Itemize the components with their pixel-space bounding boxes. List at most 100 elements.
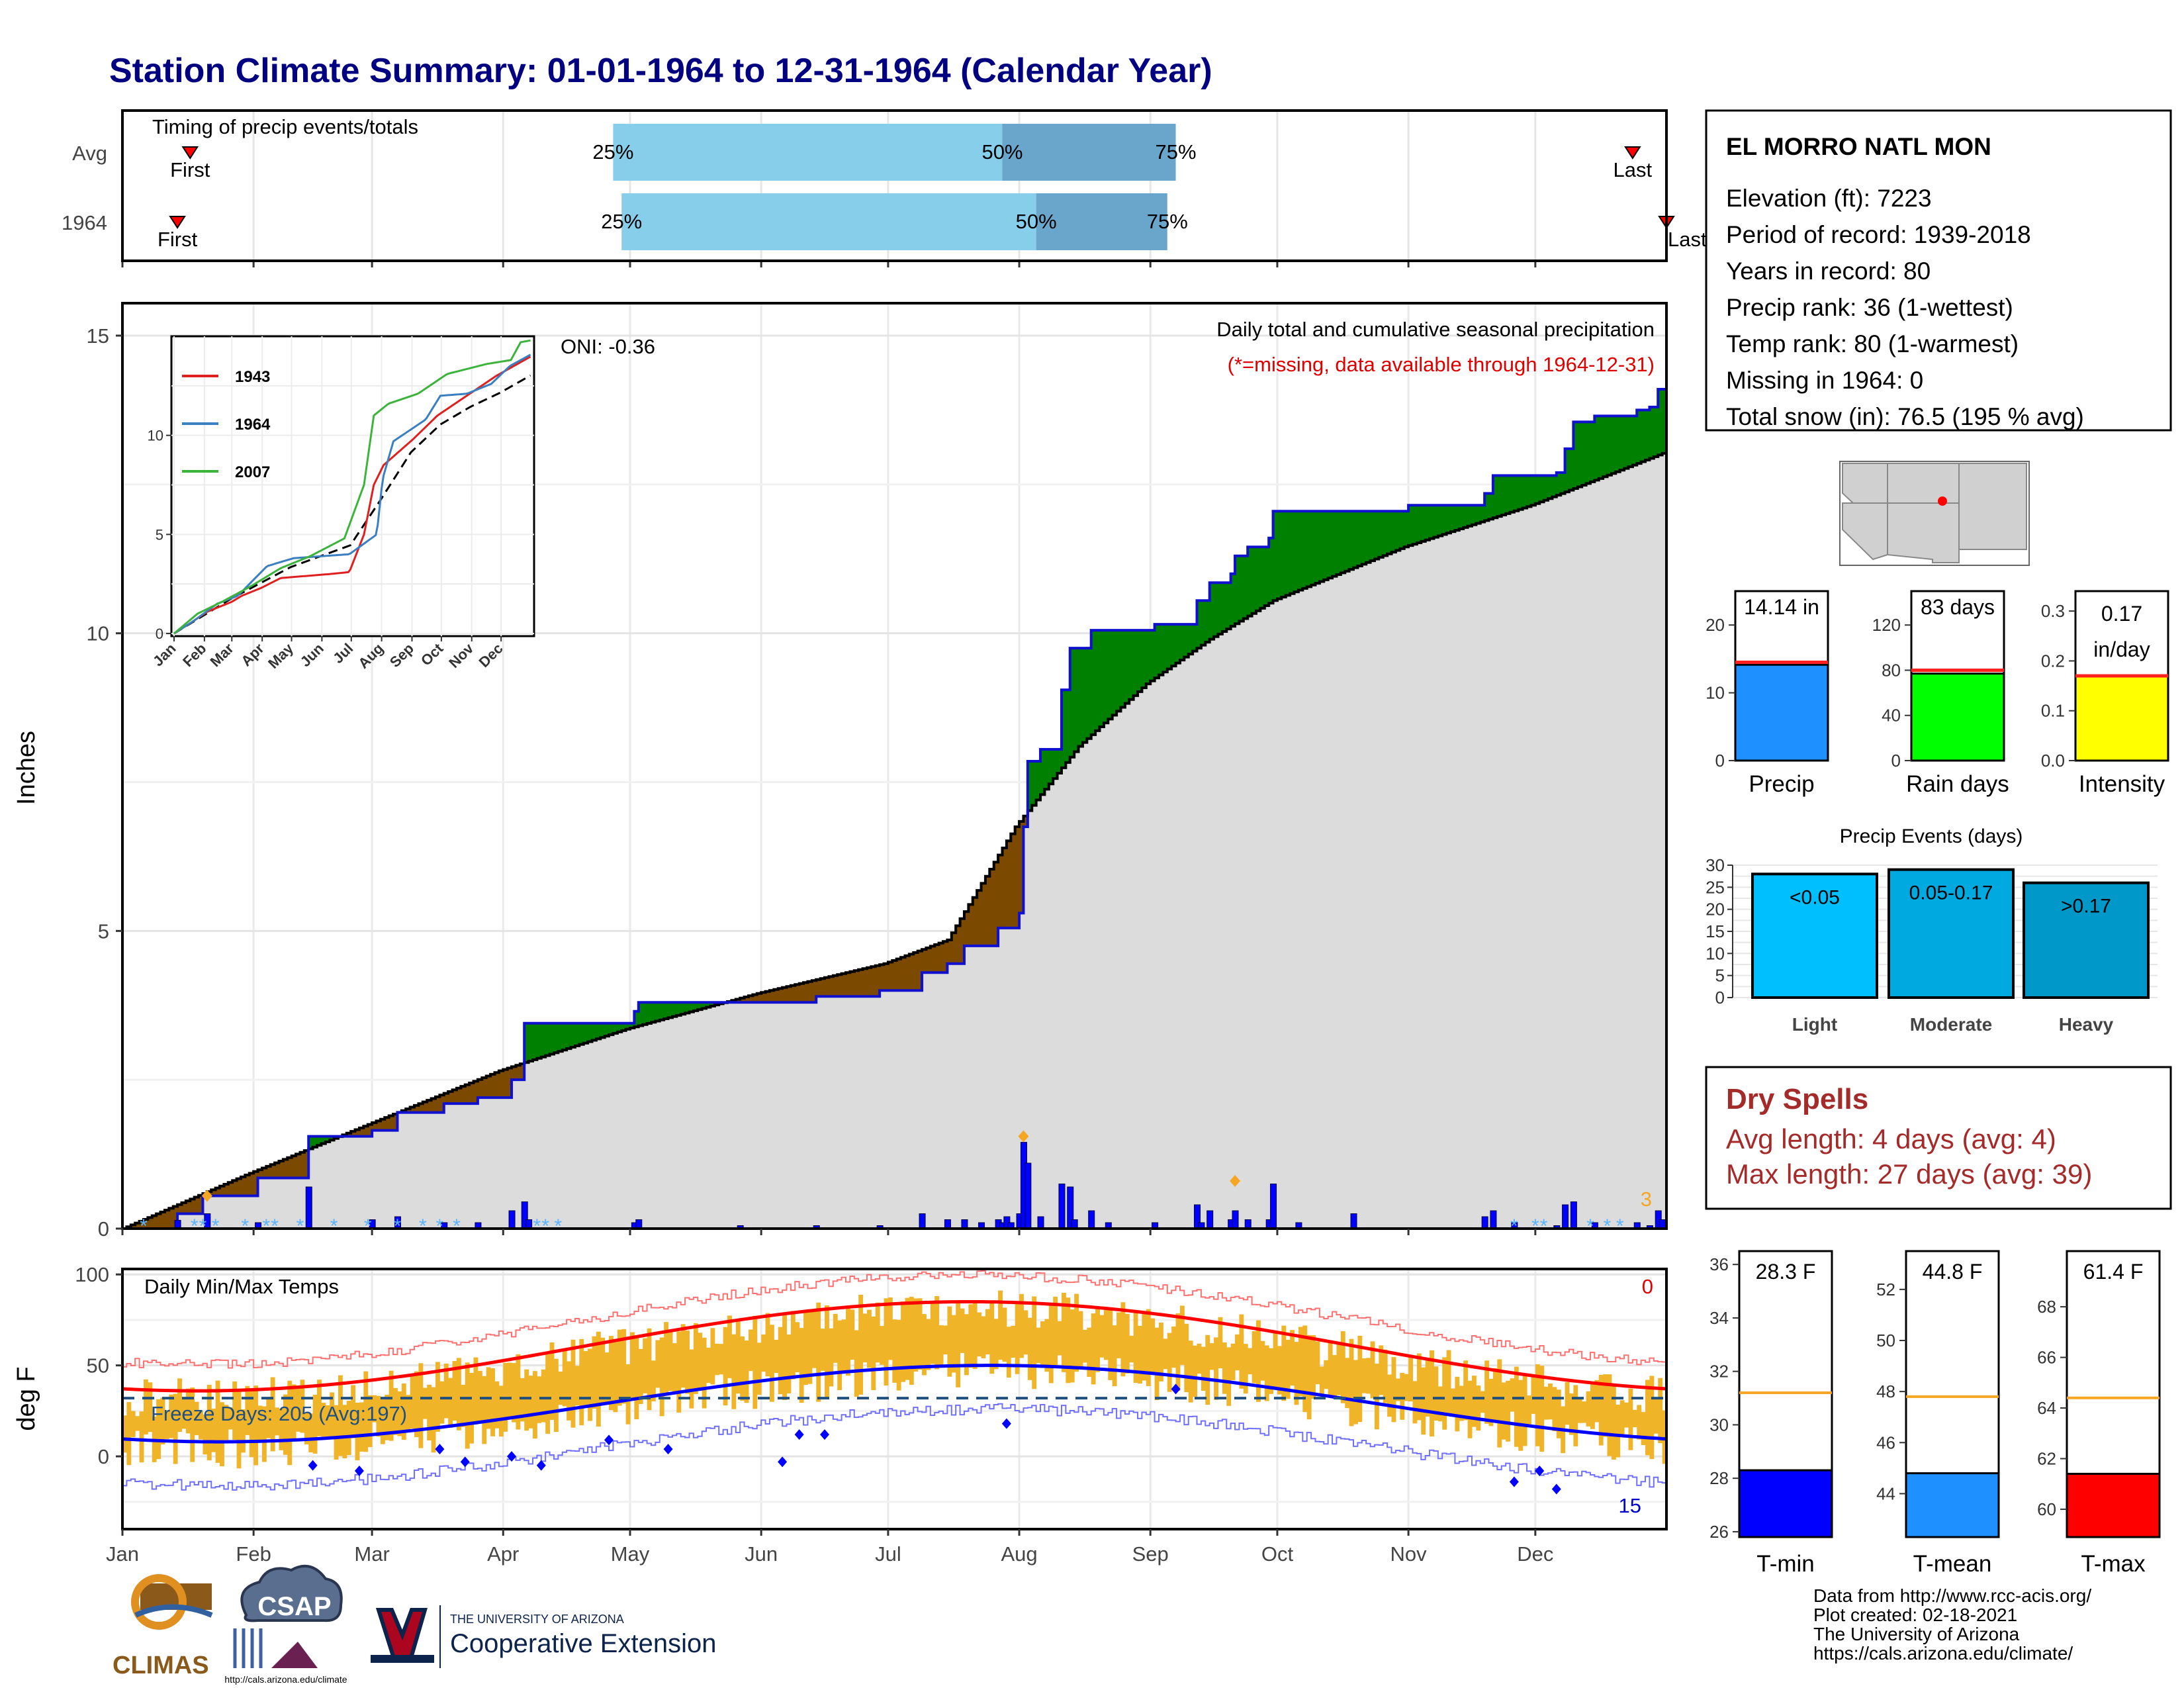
daily-precip-bar bbox=[1570, 1201, 1577, 1229]
first-event-label: First bbox=[158, 228, 198, 251]
snow-marker: * bbox=[394, 1215, 402, 1237]
daily-temp-bar bbox=[512, 1363, 516, 1423]
daily-temp-bar bbox=[1552, 1387, 1557, 1432]
daily-temp-bar bbox=[1023, 1310, 1028, 1355]
daily-temp-bar bbox=[1501, 1382, 1506, 1440]
daily-temp-bar bbox=[1492, 1368, 1498, 1421]
daily-precip-bar bbox=[204, 1213, 211, 1229]
daily-temp-bar bbox=[185, 1388, 191, 1434]
daily-temp-bar bbox=[1311, 1335, 1316, 1399]
daily-temp-bar bbox=[659, 1337, 664, 1417]
snow-marker: * bbox=[262, 1215, 270, 1237]
month-label: Aug bbox=[1001, 1542, 1037, 1566]
daily-precip-bar bbox=[1591, 1222, 1598, 1229]
daily-temp-bar bbox=[1044, 1319, 1050, 1372]
last-event-marker bbox=[1624, 146, 1641, 160]
daily-temp-bar bbox=[456, 1358, 461, 1430]
daily-temp-bar bbox=[562, 1348, 567, 1407]
daily-temp-bar bbox=[545, 1354, 551, 1434]
snow-marker: * bbox=[419, 1215, 427, 1237]
daily-temp-bar bbox=[1006, 1327, 1011, 1378]
daily-temp-bar bbox=[224, 1405, 229, 1440]
daily-temp-bar bbox=[1112, 1325, 1117, 1387]
daily-temp-bar bbox=[668, 1329, 673, 1391]
daily-temp-bar bbox=[1019, 1293, 1024, 1358]
daily-temp-bar bbox=[1133, 1311, 1138, 1383]
daily-temp-bar bbox=[1235, 1334, 1240, 1371]
daily-temp-bar bbox=[1539, 1366, 1545, 1452]
timing-label-25: 25% bbox=[592, 140, 633, 164]
month-label: May bbox=[611, 1542, 650, 1566]
temp-bar-ytick-label: 52 bbox=[1876, 1280, 1895, 1299]
timing-label-75: 75% bbox=[1156, 140, 1197, 164]
daily-temp-bar bbox=[740, 1336, 745, 1401]
daily-temp-bar bbox=[1264, 1345, 1269, 1401]
daily-temp-bar bbox=[206, 1384, 212, 1461]
daily-temp-bar bbox=[943, 1325, 948, 1354]
daily-temp-bar bbox=[574, 1366, 580, 1406]
events-category-label: Light bbox=[1792, 1014, 1837, 1035]
daily-temp-bar bbox=[765, 1313, 770, 1377]
daily-temp-bar bbox=[1569, 1393, 1574, 1435]
dry-spells-box: Dry Spells Avg length: 4 days (avg: 4) M… bbox=[1705, 1066, 2172, 1210]
daily-temp-bar bbox=[1116, 1312, 1121, 1358]
daily-temp-bar bbox=[1290, 1330, 1295, 1386]
daily-temp-bar bbox=[1294, 1342, 1299, 1405]
inset-normal-line bbox=[173, 374, 531, 635]
daily-temp-bar bbox=[1205, 1335, 1210, 1405]
daily-temp-bar bbox=[1087, 1327, 1092, 1377]
temp-bar-value-label: 44.8 F bbox=[1923, 1260, 1983, 1284]
daily-temp-bar bbox=[1179, 1305, 1185, 1365]
daily-temp-bar bbox=[909, 1296, 914, 1385]
daily-temp-bar bbox=[1548, 1383, 1553, 1420]
info-missing: Missing in 1964: 0 bbox=[1726, 367, 1923, 394]
mini-bar-value bbox=[1734, 663, 1829, 762]
daily-temp-bar bbox=[1590, 1383, 1595, 1429]
daily-precip-bar bbox=[369, 1219, 376, 1229]
oni-label: ONI: -0.36 bbox=[561, 335, 655, 358]
daily-temp-bar bbox=[1649, 1376, 1655, 1460]
month-label: Sep bbox=[1132, 1542, 1169, 1566]
daily-temp-bar bbox=[647, 1328, 652, 1411]
daily-temp-bar bbox=[1091, 1313, 1096, 1385]
daily-temp-bar bbox=[1248, 1348, 1253, 1375]
daily-temp-bar bbox=[130, 1411, 136, 1438]
daily-temp-bar bbox=[321, 1403, 326, 1437]
snow-marker: * bbox=[1604, 1215, 1612, 1237]
daily-temp-bar bbox=[774, 1339, 779, 1374]
daily-temp-bar bbox=[236, 1391, 242, 1469]
snow-marker: * bbox=[541, 1215, 549, 1237]
cold-record-marker bbox=[1535, 1466, 1545, 1477]
info-years: Years in record: 80 bbox=[1726, 258, 1931, 285]
month-label: Oct bbox=[1261, 1542, 1294, 1566]
daily-temp-bar bbox=[1230, 1343, 1236, 1380]
timing-label-25: 25% bbox=[601, 210, 642, 233]
temp-bar-ytick-label: 46 bbox=[1876, 1432, 1895, 1452]
daily-temp-bar bbox=[177, 1378, 182, 1432]
daily-temp-bar bbox=[397, 1391, 402, 1436]
daily-temp-bar bbox=[837, 1320, 842, 1391]
daily-temp-bar bbox=[1048, 1303, 1054, 1383]
snow-marker: * bbox=[242, 1215, 250, 1237]
daily-temp-bar bbox=[1480, 1391, 1485, 1413]
daily-temp-bar bbox=[1603, 1374, 1608, 1437]
ua-logo: THE UNIVERSITY OF ARIZONA Cooperative Ex… bbox=[371, 1605, 716, 1668]
daily-temp-bar bbox=[1226, 1347, 1232, 1406]
daily-temp-bar bbox=[296, 1385, 300, 1432]
daily-temp-bar bbox=[1255, 1320, 1261, 1402]
daily-temp-bar bbox=[1353, 1360, 1358, 1425]
daily-temp-bar bbox=[1535, 1364, 1540, 1446]
daily-temp-bar bbox=[1285, 1340, 1291, 1399]
timing-panel: 25% 50% 75% First Last 25% 50% 75% First Last Tim… bbox=[62, 109, 1707, 267]
daily-temp-bar bbox=[1531, 1375, 1536, 1414]
daily-temp-bar bbox=[981, 1316, 986, 1358]
daily-temp-bar bbox=[934, 1296, 940, 1370]
month-label: Jun bbox=[745, 1542, 778, 1566]
precip-ytick-label: 15 bbox=[87, 324, 109, 348]
inset-legend-label: 1964 bbox=[235, 416, 271, 434]
climas-logo: CLIMAS bbox=[113, 1574, 213, 1679]
daily-temp-bar bbox=[1324, 1360, 1329, 1389]
daily-temp-bar bbox=[477, 1370, 482, 1422]
daily-precip-bar bbox=[1659, 1219, 1666, 1229]
daily-temp-bar bbox=[956, 1303, 961, 1387]
